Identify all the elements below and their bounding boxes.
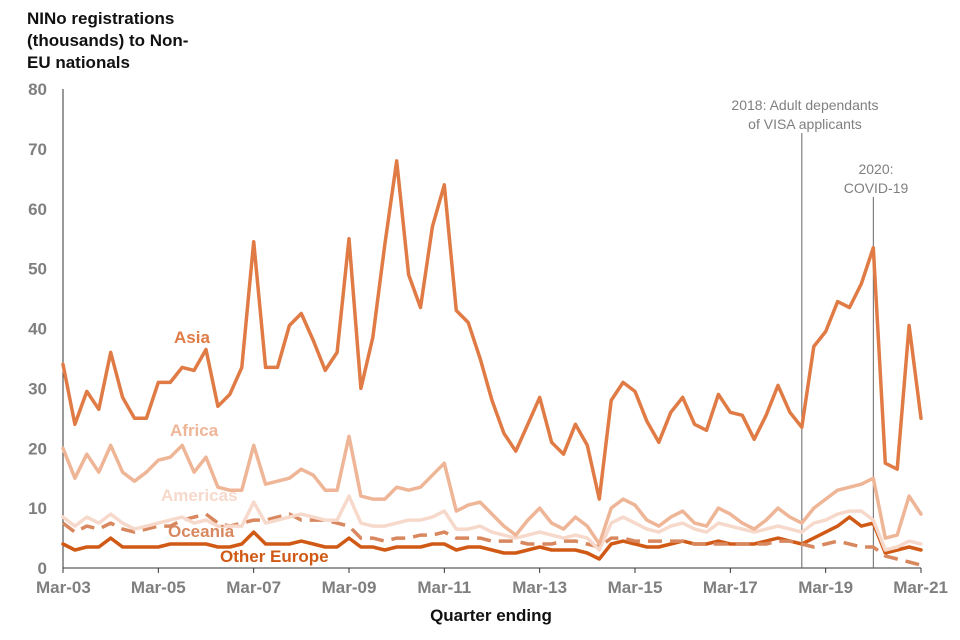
x-tick-label: Mar-09 <box>322 578 377 597</box>
series-label-oceania: Oceania <box>168 522 235 541</box>
annotations: 2018: Adult dependants of VISA applicants… <box>731 97 908 568</box>
x-tick-label: Mar-15 <box>608 578 663 597</box>
annotation-text: of VISA applicants <box>748 116 862 132</box>
series-label-africa: Africa <box>170 421 219 440</box>
series-label-americas: Americas <box>161 486 238 505</box>
chart-title-line: EU nationals <box>27 53 130 72</box>
y-tick-label: 50 <box>28 260 47 279</box>
y-tick-label: 30 <box>28 379 47 398</box>
x-tick-label: Mar-17 <box>703 578 758 597</box>
annotation-text: 2018: Adult dependants <box>731 97 878 113</box>
axes: 0 10 20 30 40 50 60 70 80 Mar-03 Mar-05 Mar-07 Mar-0… <box>28 80 948 597</box>
series-label-asia: Asia <box>174 328 210 347</box>
x-tick-label: Mar-21 <box>893 578 948 597</box>
x-tick-label: Mar-11 <box>417 578 471 597</box>
y-tick-label: 40 <box>28 320 47 339</box>
series-line-africa <box>61 434 923 546</box>
series-line-americas <box>61 494 923 552</box>
chart-title-line: NINo registrations <box>27 9 175 28</box>
series-lines <box>61 159 923 567</box>
y-tick-label: 60 <box>28 200 47 219</box>
chart-title: NINo registrations (thousands) to Non- E… <box>27 8 237 74</box>
x-tick-label: Mar-05 <box>131 578 186 597</box>
series-labels: Asia Africa Americas Oceania Other Europe <box>161 328 329 566</box>
x-tick-label: Mar-19 <box>798 578 853 597</box>
annotation-text: 2020: <box>858 161 893 177</box>
series-label-other-europe: Other Europe <box>220 547 329 566</box>
annotation-text: COVID-19 <box>844 180 909 196</box>
y-tick-label: 20 <box>28 439 47 458</box>
x-tick-label: Mar-03 <box>36 578 91 597</box>
x-tick-label: Mar-07 <box>226 578 281 597</box>
x-axis-title: Quarter ending <box>430 606 552 625</box>
y-tick-label: 0 <box>38 559 47 578</box>
y-tick-label: 70 <box>28 140 47 159</box>
x-tick-label: Mar-13 <box>512 578 567 597</box>
series-line-other-europe <box>61 515 923 561</box>
series-line-asia <box>61 159 923 501</box>
y-tick-label: 80 <box>28 80 47 99</box>
y-tick-label: 10 <box>28 499 47 518</box>
chart-title-line: (thousands) to Non- <box>27 31 189 50</box>
